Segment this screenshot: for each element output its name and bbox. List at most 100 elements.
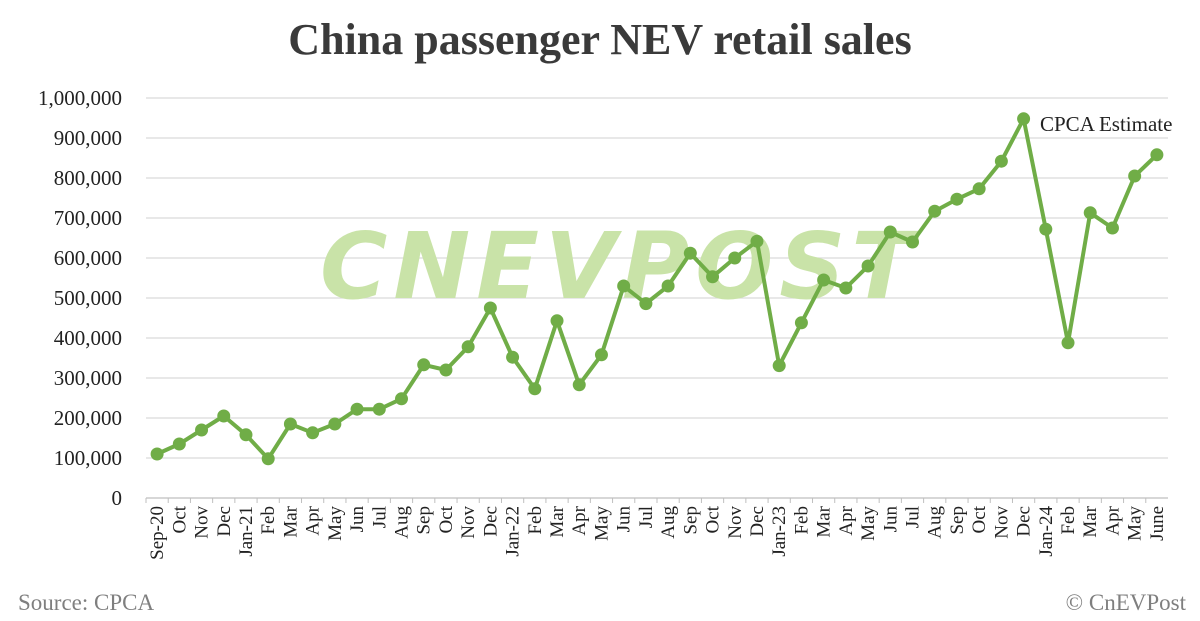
x-tick-label: Feb <box>1058 506 1079 535</box>
x-tick-label: Feb <box>258 506 279 535</box>
x-tick-label: Feb <box>791 506 812 535</box>
y-tick-label: 300,000 <box>54 366 122 390</box>
x-tick-label: May <box>1125 506 1146 541</box>
data-point <box>861 259 875 273</box>
x-tick-label: May <box>325 506 346 541</box>
y-tick-label: 700,000 <box>54 206 122 230</box>
data-point <box>550 314 564 328</box>
data-point <box>817 273 831 287</box>
data-point <box>1150 148 1164 162</box>
y-tick-label: 900,000 <box>54 126 122 150</box>
x-tick-label: Aug <box>925 506 946 539</box>
x-tick-label: Mar <box>547 505 568 537</box>
x-tick-label: Apr <box>569 505 590 535</box>
data-point <box>1017 112 1031 126</box>
data-point <box>772 359 786 373</box>
data-point <box>395 392 408 406</box>
data-point <box>928 204 942 218</box>
data-point <box>639 297 653 311</box>
x-tick-label: Apr <box>836 505 857 535</box>
data-point <box>906 235 919 249</box>
x-tick-label: Jan-21 <box>236 506 257 557</box>
data-point <box>661 279 675 293</box>
data-point <box>706 270 720 284</box>
copyright-note: © CnEVPost <box>1065 590 1186 615</box>
x-axis: Sep-20 Oct Nov Dec Jan-21 Feb Mar Apr May Jun Jul A… <box>145 498 1168 560</box>
data-point <box>372 402 386 416</box>
grid-lines <box>146 97 1168 499</box>
x-tick-label: Dec <box>747 506 768 537</box>
x-tick-label: Jun <box>614 506 635 533</box>
data-point <box>617 279 631 293</box>
watermark-logo: CNEVPOST <box>320 213 920 320</box>
x-tick-label: Mar <box>1080 505 1101 537</box>
data-point <box>439 363 453 377</box>
x-tick-label: Oct <box>969 505 990 533</box>
x-tick-label: Jun <box>880 506 901 533</box>
data-point <box>728 251 742 265</box>
x-tick-label: Nov <box>192 506 213 539</box>
data-point <box>350 402 364 416</box>
source-note: Source: CPCA <box>18 590 155 615</box>
data-point <box>950 192 964 206</box>
x-tick-label: Aug <box>392 506 413 539</box>
data-point <box>195 423 209 437</box>
x-tick-label: Dec <box>214 506 235 537</box>
x-tick-label: Dec <box>480 506 501 537</box>
y-tick-label: 500,000 <box>54 286 122 310</box>
x-tick-label: Jul <box>636 506 657 528</box>
y-tick-label: 400,000 <box>54 326 122 350</box>
x-tick-label: Sep <box>947 506 968 535</box>
x-tick-label: Sep <box>680 506 701 535</box>
x-tick-label: Sep <box>414 506 435 535</box>
x-tick-label: Sep-20 <box>147 506 168 560</box>
x-tick-label: Aug <box>658 506 679 539</box>
series-line <box>156 116 1159 461</box>
data-point <box>794 316 808 330</box>
data-points <box>150 112 1164 466</box>
y-tick-label: 0 <box>112 486 123 510</box>
x-tick-label: Apr <box>1102 505 1123 535</box>
y-tick-label: 600,000 <box>54 246 122 270</box>
chart-title: China passenger NEV retail sales <box>288 15 912 64</box>
x-tick-label: Oct <box>436 505 457 533</box>
data-point <box>1128 169 1142 183</box>
y-axis: 0 100,000 200,000 300,000 400,000 500,000 600,… <box>38 86 122 510</box>
data-point <box>506 350 520 364</box>
x-tick-label: Apr <box>303 505 324 535</box>
x-tick-label: Jan-23 <box>769 506 790 557</box>
data-point <box>328 417 342 431</box>
data-point <box>572 378 586 392</box>
data-point <box>972 182 986 196</box>
data-point <box>150 447 164 461</box>
data-point <box>172 437 186 451</box>
data-point <box>217 409 231 423</box>
x-tick-label: May <box>858 506 879 541</box>
data-point <box>306 426 320 440</box>
data-point <box>883 225 897 239</box>
x-tick-label: Nov <box>458 506 479 539</box>
data-point <box>417 358 431 372</box>
y-tick-label: 200,000 <box>54 406 122 430</box>
x-tick-label: Jun <box>347 506 368 533</box>
data-point <box>594 348 608 362</box>
data-point <box>750 234 764 248</box>
x-tick-label: Feb <box>525 506 546 535</box>
data-point <box>994 154 1008 168</box>
data-point <box>1105 221 1119 235</box>
data-point <box>239 428 253 442</box>
x-tick-label: June <box>1147 506 1168 541</box>
y-tick-label: 1,000,000 <box>38 86 122 110</box>
data-point <box>483 301 497 315</box>
x-tick-label: Dec <box>1014 506 1035 537</box>
y-tick-label: 800,000 <box>54 166 122 190</box>
data-point <box>1039 222 1053 236</box>
cpca-estimate-annotation: CPCA Estimate <box>1040 112 1172 136</box>
x-tick-label: Jan-22 <box>503 506 524 557</box>
data-point <box>461 340 475 354</box>
x-tick-label: Oct <box>703 505 724 533</box>
data-point <box>683 246 697 260</box>
data-point <box>261 452 275 466</box>
x-tick-label: Jul <box>369 506 390 528</box>
